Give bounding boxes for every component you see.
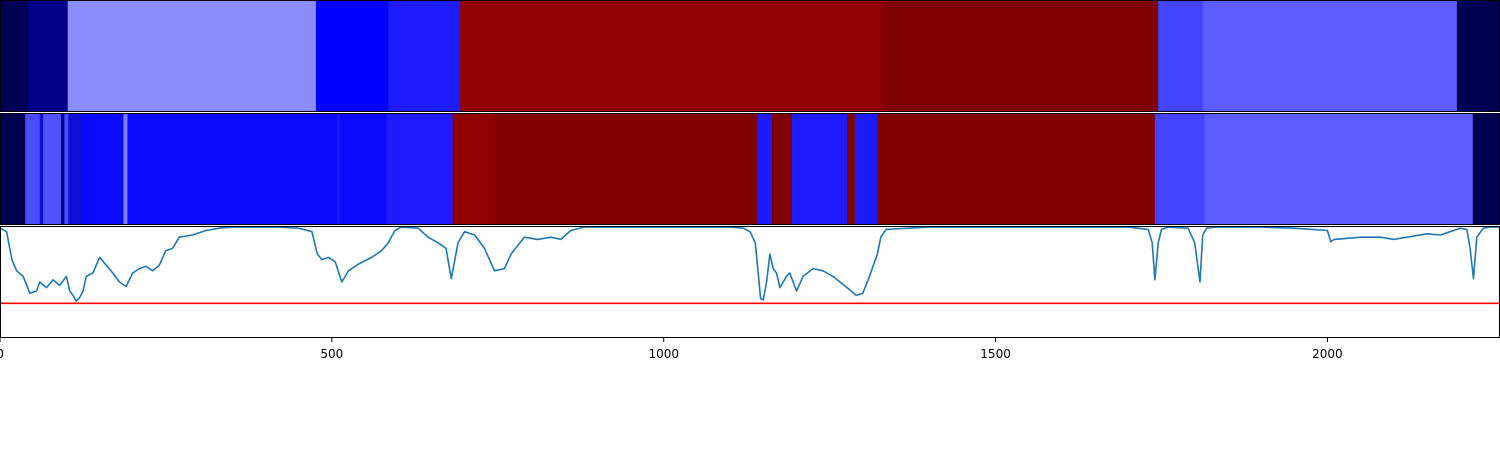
band-segment xyxy=(27,0,69,112)
x-tick-label: 1500 xyxy=(980,347,1011,361)
line-panel xyxy=(0,226,1500,338)
x-tick-label: 1000 xyxy=(648,347,679,361)
band-segment xyxy=(337,113,341,225)
band-segment xyxy=(459,0,882,112)
band-segment xyxy=(757,113,773,225)
band-segment xyxy=(877,113,1156,225)
line-panel-background xyxy=(0,226,1500,338)
x-tick-label: 500 xyxy=(320,347,343,361)
band-segment xyxy=(39,113,44,225)
band-segment xyxy=(846,113,856,225)
band-segment xyxy=(127,113,338,225)
band-segment xyxy=(854,113,878,225)
x-tick-label: 2000 xyxy=(1312,347,1343,361)
band-segment xyxy=(43,113,62,225)
band-segment xyxy=(452,113,495,225)
middle-color-band xyxy=(0,113,1500,225)
band-segment xyxy=(1158,0,1204,112)
band-segment xyxy=(64,113,69,225)
band-segment xyxy=(771,113,793,225)
band-segment xyxy=(1472,113,1500,225)
band-segment xyxy=(80,113,124,225)
top-color-band xyxy=(0,0,1500,112)
band-segment xyxy=(0,0,29,112)
band-segment xyxy=(494,113,758,225)
band-segment xyxy=(388,0,461,112)
band-segment xyxy=(1202,0,1458,112)
band-segment xyxy=(791,113,848,225)
band-segment xyxy=(68,113,82,225)
band-segment xyxy=(386,113,454,225)
x-tick-label: 0 xyxy=(0,347,4,361)
band-segment xyxy=(67,0,317,112)
series-line xyxy=(0,226,1500,302)
x-axis: 0 500 1000 1500 2000 xyxy=(0,338,1343,361)
band-segment xyxy=(339,113,387,225)
band-segment xyxy=(1204,113,1474,225)
band-segment xyxy=(315,0,389,112)
band-segment xyxy=(881,0,1159,112)
band-segment xyxy=(61,113,65,225)
band-segment xyxy=(1154,113,1206,225)
band-segment xyxy=(123,113,128,225)
band-segment xyxy=(1456,0,1500,112)
band-segment xyxy=(25,113,41,225)
band-segment xyxy=(0,113,26,225)
